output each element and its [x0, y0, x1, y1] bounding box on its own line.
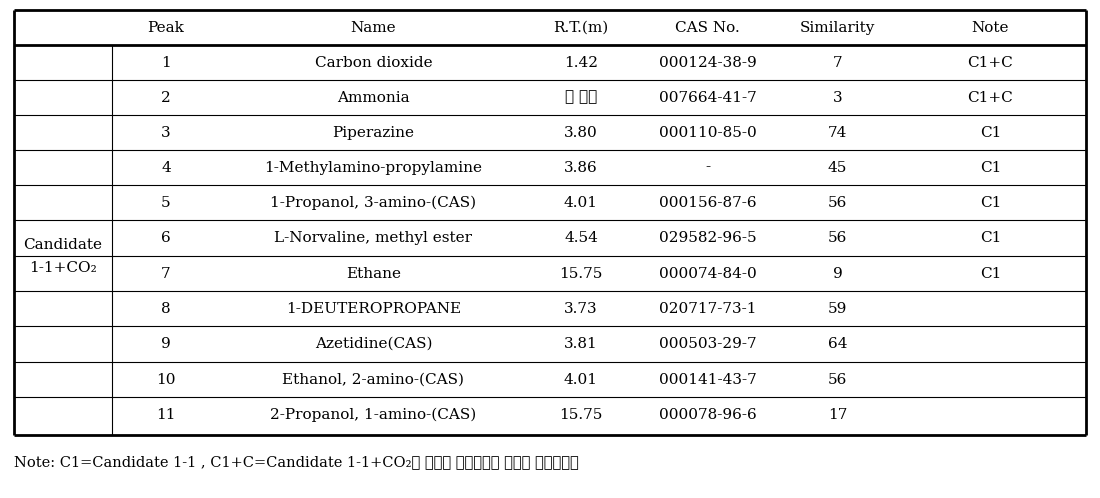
- Text: C1+C: C1+C: [968, 55, 1013, 70]
- Text: 9: 9: [833, 266, 843, 280]
- Text: Carbon dioxide: Carbon dioxide: [315, 55, 432, 70]
- Text: 000156-87-6: 000156-87-6: [659, 196, 757, 210]
- Text: 3.81: 3.81: [564, 337, 598, 351]
- Text: 전 구간: 전 구간: [565, 91, 597, 105]
- Text: 4.01: 4.01: [564, 373, 598, 386]
- Text: 029582-96-5: 029582-96-5: [659, 231, 757, 245]
- Text: 000503-29-7: 000503-29-7: [659, 337, 757, 351]
- Text: 7: 7: [833, 55, 843, 70]
- Text: 2-Propanol, 1-amino-(CAS): 2-Propanol, 1-amino-(CAS): [271, 407, 476, 422]
- Text: 64: 64: [827, 337, 847, 351]
- Text: 000141-43-7: 000141-43-7: [659, 373, 757, 386]
- Text: 11: 11: [156, 407, 176, 421]
- Text: 9: 9: [161, 337, 170, 351]
- Text: 1: 1: [161, 55, 170, 70]
- Text: 000074-84-0: 000074-84-0: [659, 266, 757, 280]
- Text: 74: 74: [828, 125, 847, 139]
- Text: 007664-41-7: 007664-41-7: [659, 91, 757, 105]
- Text: 3.73: 3.73: [564, 301, 597, 316]
- Text: 1-1+CO₂: 1-1+CO₂: [29, 261, 97, 275]
- Text: Ammonia: Ammonia: [338, 91, 410, 105]
- Text: C1: C1: [980, 160, 1001, 174]
- Text: 4.54: 4.54: [564, 231, 598, 245]
- Text: 15.75: 15.75: [559, 407, 603, 421]
- Text: Ethane: Ethane: [346, 266, 402, 280]
- Text: 56: 56: [828, 373, 847, 386]
- Text: Piperazine: Piperazine: [332, 125, 415, 139]
- Text: 000110-85-0: 000110-85-0: [659, 125, 757, 139]
- Text: 1-Methylamino-propylamine: 1-Methylamino-propylamine: [264, 160, 483, 174]
- Text: 45: 45: [828, 160, 847, 174]
- Text: Note: Note: [971, 20, 1010, 34]
- Text: 17: 17: [828, 407, 847, 421]
- Text: Candidate: Candidate: [23, 238, 102, 252]
- Text: 10: 10: [156, 373, 176, 386]
- Text: -: -: [705, 160, 711, 174]
- Text: 4.01: 4.01: [564, 196, 598, 210]
- Text: 3: 3: [162, 125, 170, 139]
- Text: Peak: Peak: [147, 20, 185, 34]
- Text: 020717-73-1: 020717-73-1: [659, 301, 757, 316]
- Text: Note: C1=Candidate 1-1 , C1+C=Candidate 1-1+CO₂로 각각의 수용액에서 분석된 열화생성물: Note: C1=Candidate 1-1 , C1+C=Candidate …: [14, 455, 579, 469]
- Text: Ethanol, 2-amino-(CAS): Ethanol, 2-amino-(CAS): [283, 373, 464, 386]
- Text: C1: C1: [980, 266, 1001, 280]
- Text: Similarity: Similarity: [800, 20, 876, 34]
- Text: Azetidine(CAS): Azetidine(CAS): [315, 337, 432, 351]
- Text: 2: 2: [161, 91, 170, 105]
- Text: 6: 6: [161, 231, 170, 245]
- Text: 8: 8: [162, 301, 170, 316]
- Text: 1-Propanol, 3-amino-(CAS): 1-Propanol, 3-amino-(CAS): [271, 195, 476, 210]
- Text: CAS No.: CAS No.: [675, 20, 740, 34]
- Text: 1.42: 1.42: [564, 55, 598, 70]
- Text: C1: C1: [980, 196, 1001, 210]
- Text: 5: 5: [162, 196, 170, 210]
- Text: 56: 56: [828, 231, 847, 245]
- Text: L-Norvaline, methyl ester: L-Norvaline, methyl ester: [275, 231, 473, 245]
- Text: C1: C1: [980, 231, 1001, 245]
- Text: C1+C: C1+C: [968, 91, 1013, 105]
- Text: 3.80: 3.80: [564, 125, 598, 139]
- Text: 59: 59: [828, 301, 847, 316]
- Text: 000078-96-6: 000078-96-6: [659, 407, 757, 421]
- Text: 4: 4: [161, 160, 170, 174]
- Text: Name: Name: [351, 20, 396, 34]
- Text: R.T.(m): R.T.(m): [553, 20, 608, 34]
- Text: 56: 56: [828, 196, 847, 210]
- Text: 7: 7: [162, 266, 170, 280]
- Text: 000124-38-9: 000124-38-9: [659, 55, 757, 70]
- Text: 3.86: 3.86: [564, 160, 598, 174]
- Text: C1: C1: [980, 125, 1001, 139]
- Text: 3: 3: [833, 91, 843, 105]
- Text: 15.75: 15.75: [559, 266, 603, 280]
- Text: 1-DEUTEROPROPANE: 1-DEUTEROPROPANE: [286, 301, 461, 316]
